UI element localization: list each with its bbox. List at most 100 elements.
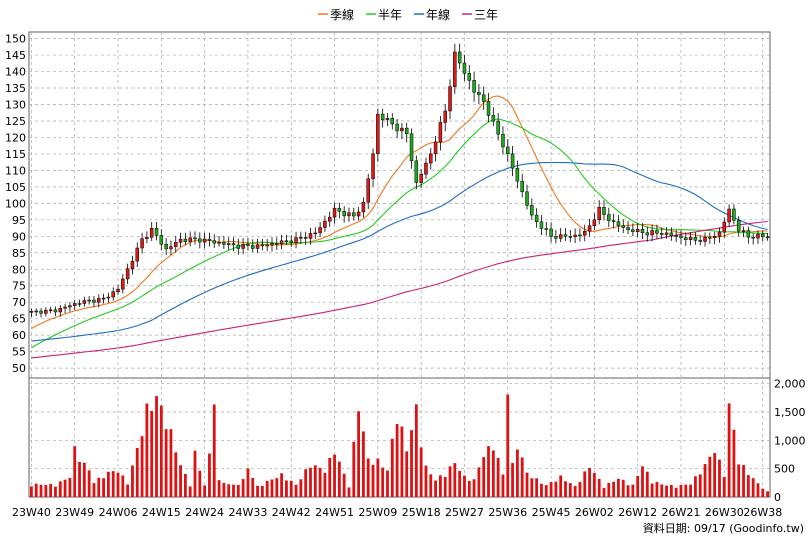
price-tick-label: 55: [12, 346, 26, 359]
volume-bar: [232, 485, 235, 497]
candle-body: [569, 236, 572, 237]
candle-body: [121, 279, 124, 289]
volume-bar: [362, 431, 365, 497]
candle-body: [511, 154, 514, 168]
candle-body: [218, 242, 221, 243]
volume-bar: [708, 457, 711, 497]
candle-body: [588, 226, 591, 232]
candle-body: [270, 243, 273, 245]
candle-body: [64, 307, 67, 308]
volume-bar: [88, 470, 91, 497]
candle-body: [424, 163, 427, 174]
volume-bar: [126, 485, 129, 497]
volume-bar: [569, 483, 572, 497]
candle-body: [516, 168, 519, 181]
candle-body: [107, 297, 110, 298]
volume-bar: [304, 469, 307, 497]
volume-bar: [535, 478, 538, 497]
volume-bar: [540, 484, 543, 497]
candle-body: [684, 238, 687, 240]
candle-body: [655, 231, 658, 234]
volume-bar: [280, 473, 283, 497]
candle-body: [357, 212, 360, 216]
candle-body: [501, 134, 504, 147]
candle-body: [636, 229, 639, 231]
volume-bar: [155, 396, 158, 497]
candle-body: [304, 237, 307, 238]
volume-bar: [69, 478, 72, 497]
candle: [376, 108, 379, 161]
price-tick-label: 70: [12, 296, 26, 309]
candle-body: [347, 213, 350, 216]
candle-body: [482, 95, 485, 102]
volume-bar: [583, 471, 586, 497]
volume-bar: [54, 487, 57, 497]
candle-body: [44, 310, 47, 313]
volume-bar: [78, 462, 81, 497]
candle-body: [429, 154, 432, 163]
volume-bar: [506, 395, 509, 497]
candle-body: [203, 239, 206, 242]
price-tick-label: 125: [5, 115, 26, 128]
volume-bar: [396, 424, 399, 497]
candle-body: [545, 228, 548, 229]
volume-tick-label: 500: [774, 463, 795, 476]
candle-body: [83, 301, 86, 304]
volume-bar: [208, 454, 211, 497]
volume-bar: [170, 429, 173, 497]
volume-bar: [174, 452, 177, 497]
volume-bar: [564, 481, 567, 497]
candle-body: [651, 231, 654, 235]
price-tick-label: 130: [5, 98, 26, 111]
volume-bar: [160, 406, 163, 497]
volume-bar: [631, 485, 634, 497]
candle-body: [280, 241, 283, 244]
price-tick-label: 85: [12, 247, 26, 260]
price-tick-label: 110: [5, 164, 26, 177]
candle-body: [295, 238, 298, 243]
volume-bar: [530, 478, 533, 497]
candle-body: [449, 87, 452, 111]
week-tick-label: 26W02: [575, 506, 614, 519]
candle-body: [160, 235, 163, 244]
volume-bar: [612, 482, 615, 497]
volume-bar: [559, 475, 562, 497]
candle-body: [73, 303, 76, 305]
volume-bar: [699, 474, 702, 497]
candle-body: [458, 52, 461, 63]
volume-bar: [121, 475, 124, 497]
week-tick-label: 25W45: [532, 506, 571, 519]
candle-body: [78, 303, 81, 304]
candle-body: [54, 310, 57, 312]
volume-bar: [458, 471, 461, 497]
volume-bar: [737, 464, 740, 497]
candle-body: [694, 237, 697, 240]
volume-bar: [627, 485, 630, 497]
volume-bar: [203, 485, 206, 497]
legend-label: 半年: [378, 8, 402, 22]
volume-bar: [319, 468, 322, 497]
volume-bar: [352, 442, 355, 497]
candle-body: [554, 236, 557, 238]
volume-bar: [237, 485, 240, 497]
candle-body: [227, 244, 230, 245]
candle-body: [713, 236, 716, 237]
candle-body: [564, 235, 567, 237]
volume-bar: [757, 483, 760, 497]
data-date-label: 資料日期: 09/17 (Goodinfo.tw): [643, 521, 804, 535]
candle-body: [328, 217, 331, 221]
candle-body: [319, 228, 322, 233]
week-tick-label: 25W36: [488, 506, 527, 519]
volume-bar: [83, 463, 86, 497]
volume-bar: [194, 451, 197, 497]
volume-bar: [30, 486, 33, 497]
candle-body: [646, 233, 649, 235]
week-tick-label: 25W18: [402, 506, 441, 519]
volume-bar: [107, 472, 110, 497]
candle-body: [761, 234, 764, 237]
candle-body: [179, 239, 182, 242]
volume-bar: [646, 472, 649, 497]
volume-bar: [449, 466, 452, 497]
plot-frame: [29, 32, 770, 497]
week-tick-label: 24W06: [99, 506, 138, 519]
